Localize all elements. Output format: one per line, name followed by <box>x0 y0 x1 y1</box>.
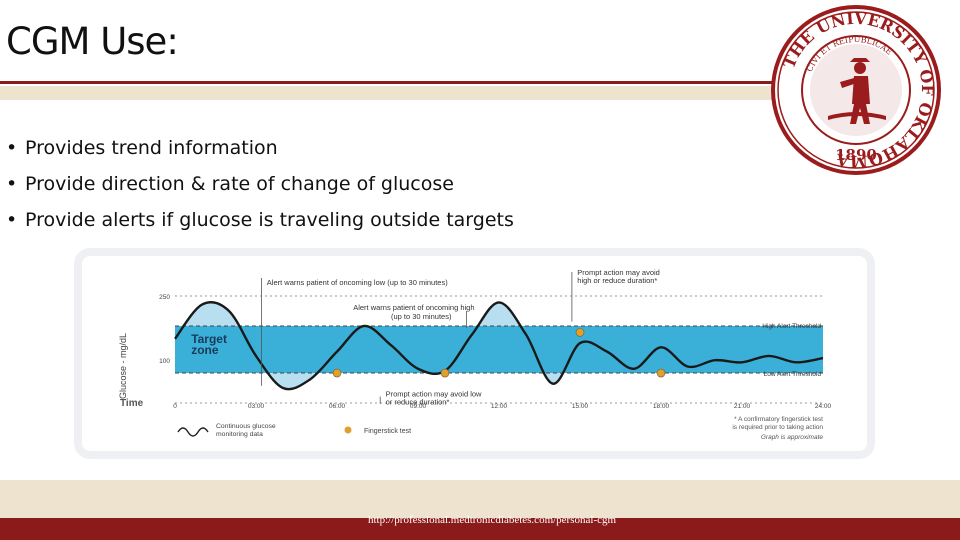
y-tick-label: 250 <box>159 294 170 301</box>
x-tick-label: 03:00 <box>248 403 265 410</box>
y-tick-label: 100 <box>159 358 170 365</box>
footnote: Graph is approximate <box>761 434 824 441</box>
low-threshold-label: Low Alert Threshold <box>764 371 822 378</box>
fingerstick-point <box>440 368 450 378</box>
footnote: * A confirmatory fingerstick test <box>734 416 823 423</box>
bullet-text: Provide alerts if glucose is traveling o… <box>25 209 514 231</box>
x-tick-label: 06:00 <box>329 403 346 410</box>
cgm-curve <box>174 301 824 391</box>
fingerstick-point <box>656 368 666 378</box>
bullet-text: Provide direction & rate of change of gl… <box>25 173 454 195</box>
legend-cgm-label: monitoring data <box>216 431 263 438</box>
high-threshold-label: High Alert Threshold <box>762 323 821 330</box>
bullet-dot-icon: • <box>6 137 18 159</box>
slide-title: CGM Use: <box>6 20 179 63</box>
above-high-fill <box>183 302 521 326</box>
footnote: is required prior to taking action <box>732 424 823 431</box>
bullet-text: Provides trend information <box>25 137 278 159</box>
target-zone-label: zone <box>191 343 219 357</box>
annotation-prompt-high: high or reduce duration* <box>577 276 657 285</box>
bullet-list: • Provides trend information • Provide dir… <box>6 133 514 241</box>
annotation-low-alert: Alert warns patient of oncoming low (up … <box>267 278 448 287</box>
fingerstick-point <box>332 368 342 378</box>
annotation-high-alert: (up to 30 minutes) <box>391 312 452 321</box>
y-axis-label: Glucose - mg/dL <box>118 333 128 399</box>
university-seal-icon: THE UNIVERSITY OF OKLAHOMA CIVI ET REIPU… <box>771 5 941 175</box>
x-tick-label: 09:00 <box>410 403 427 410</box>
bullet-item: • Provide direction & rate of change of g… <box>6 169 514 205</box>
bullet-item: • Provide alerts if glucose is traveling … <box>6 205 514 241</box>
footer-band <box>0 480 960 518</box>
seal-year: 1890 <box>835 146 877 164</box>
seal-figure-icon <box>828 58 886 124</box>
x-tick-label: 24:00 <box>815 403 832 410</box>
fingerstick-point <box>575 328 585 337</box>
x-tick-label: 15:00 <box>572 403 589 410</box>
x-axis-label: Time <box>120 398 144 409</box>
annotation-prompt-low: or reduce duration* <box>386 398 450 407</box>
annotation-high-alert: Alert warns patient of oncoming high <box>353 303 474 312</box>
x-tick-label: 21:00 <box>734 403 751 410</box>
target-zone-label: Target <box>191 332 227 346</box>
legend-cgm-label: Continuous glucose <box>216 423 276 430</box>
x-tick-label: 0 <box>173 403 177 410</box>
bullet-dot-icon: • <box>6 209 18 231</box>
below-low-fill <box>267 373 564 390</box>
x-tick-label: 12:00 <box>491 403 508 410</box>
annotation-prompt-high: Prompt action may avoid <box>577 268 660 277</box>
annotation-prompt-low: Prompt action may avoid low <box>386 390 482 399</box>
x-tick-label: 18:00 <box>653 403 670 410</box>
legend-fingerstick-swatch <box>344 426 352 434</box>
footer-bar <box>0 518 960 540</box>
cgm-chart-card: Target zone High Alert Threshold Low Alert … <box>82 256 867 451</box>
source-url: http://professional.medtronicdiabetes.co… <box>368 514 617 526</box>
bullet-dot-icon: • <box>6 173 18 195</box>
title-divider <box>0 81 790 84</box>
legend-cgm-swatch <box>177 427 209 437</box>
target-zone <box>175 325 823 374</box>
legend-fingerstick-label: Fingerstick test <box>364 428 411 435</box>
title-band <box>0 86 790 100</box>
bullet-item: • Provides trend information <box>6 133 514 169</box>
